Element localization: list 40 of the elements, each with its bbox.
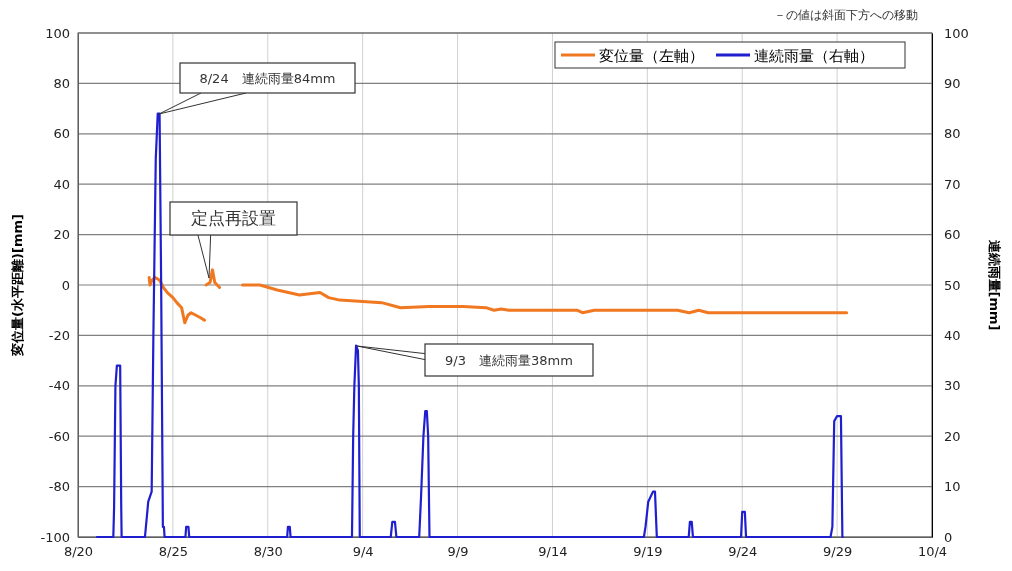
y-tick-label: -40 <box>48 378 70 394</box>
x-tick-label: 9/4 <box>352 544 374 560</box>
x-tick-label: 9/24 <box>728 544 758 560</box>
text: －の値は斜面下方への移動 <box>774 8 918 22</box>
x-tick-label: 8/20 <box>63 544 94 560</box>
y-tick-label: -60 <box>48 428 70 444</box>
x-tick-label: 8/30 <box>253 544 283 560</box>
x-tick-label: 8/25 <box>158 544 188 560</box>
legend-label: 変位量（左軸） <box>599 47 704 65</box>
x-tick-label: 9/29 <box>823 544 853 560</box>
y2-axis-title: 連続雨量[mm] <box>987 238 1002 331</box>
y2-tick-label: 40 <box>944 328 961 344</box>
annotation: 定点再設置 <box>191 207 276 228</box>
legend-label: 連続雨量（右軸） <box>754 47 874 65</box>
y2-tick-label: 50 <box>944 277 961 293</box>
y-tick-label: -20 <box>48 328 70 344</box>
y-tick-label: -100 <box>40 529 70 545</box>
y2-tick-label: 20 <box>944 428 961 444</box>
y2-tick-label: 70 <box>944 176 961 192</box>
y2-tick-label: 80 <box>944 126 961 142</box>
y-tick-label: 100 <box>45 25 70 41</box>
y2-tick-label: 60 <box>944 227 961 243</box>
annotation: 8/24 連続雨量84mm <box>199 71 336 86</box>
y2-tick-label: 0 <box>944 529 953 545</box>
y2-tick-label: 10 <box>944 479 961 495</box>
y-tick-label: 60 <box>53 126 70 142</box>
y-tick-label: 0 <box>61 277 70 293</box>
y-tick-label: 20 <box>53 227 70 243</box>
y2-tick-label: 30 <box>944 378 961 394</box>
y-axis-title: 変位量(水平距離)[mm] <box>10 214 25 357</box>
x-tick-label: 9/19 <box>633 544 663 560</box>
y-tick-label: -80 <box>48 479 70 495</box>
y-tick-label: 40 <box>53 176 70 192</box>
y2-tick-label: 90 <box>944 76 961 92</box>
annotation: 9/3 連続雨量38mm <box>445 353 573 368</box>
x-tick-label: 9/14 <box>538 544 568 560</box>
y2-tick-label: 100 <box>944 25 969 41</box>
x-tick-label: 9/9 <box>447 544 469 560</box>
x-tick-label: 10/4 <box>917 544 948 560</box>
y-tick-label: 80 <box>53 76 70 92</box>
